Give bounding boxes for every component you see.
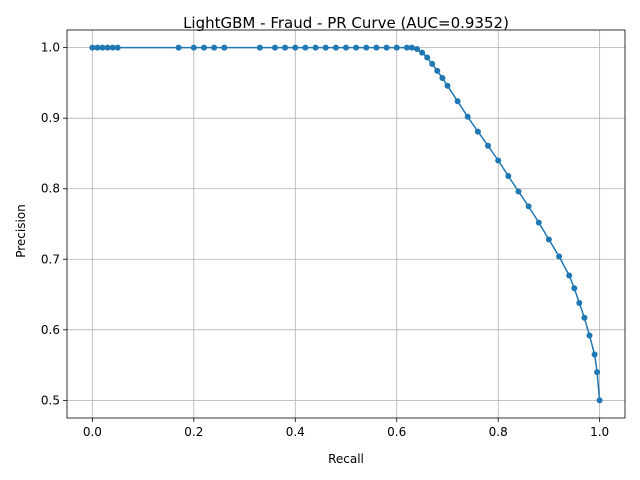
data-point xyxy=(424,54,431,61)
data-point xyxy=(99,44,106,51)
data-point xyxy=(525,203,532,210)
data-point xyxy=(556,253,563,260)
data-point xyxy=(312,44,319,51)
data-point xyxy=(515,188,522,195)
data-point xyxy=(89,44,96,51)
data-point xyxy=(439,75,446,81)
data-point xyxy=(175,44,182,51)
data-point xyxy=(292,44,299,51)
data-point xyxy=(576,300,583,306)
data-point xyxy=(393,44,400,51)
data-point xyxy=(454,98,461,105)
data-point xyxy=(114,44,121,51)
data-point xyxy=(566,272,573,279)
data-point xyxy=(485,142,491,149)
x-tick-label: 0.2 xyxy=(184,425,203,439)
data-point xyxy=(353,44,360,51)
data-point xyxy=(403,44,410,51)
data-point xyxy=(594,369,601,376)
data-point xyxy=(190,44,197,51)
data-point xyxy=(104,44,111,51)
data-point xyxy=(596,397,603,404)
data-point xyxy=(221,44,228,51)
data-point xyxy=(414,46,420,52)
data-point xyxy=(591,351,598,358)
y-tick-label: 1.0 xyxy=(41,41,60,55)
data-point xyxy=(94,44,101,51)
data-point xyxy=(343,44,349,51)
data-point xyxy=(211,44,218,51)
y-tick-label: 0.8 xyxy=(41,182,60,196)
x-tick-label: 0.6 xyxy=(387,425,406,439)
plot-frame xyxy=(66,29,626,419)
data-point xyxy=(581,314,588,321)
data-point xyxy=(495,157,502,164)
data-point xyxy=(434,67,441,74)
series-layer xyxy=(89,44,603,404)
data-point xyxy=(201,44,207,51)
y-tick-label: 0.7 xyxy=(41,252,60,266)
y-axis-label: Precision xyxy=(14,204,28,258)
data-point xyxy=(444,82,451,89)
data-point xyxy=(464,113,471,120)
ticks: 0.0 0.2 0.4 0.6 0.8 1.0 0.5 0.6 0.7 0.8 0.9 1.0 xyxy=(41,41,609,439)
y-tick-label: 0.6 xyxy=(41,323,60,337)
data-point xyxy=(429,60,436,67)
y-tick-label: 0.9 xyxy=(41,111,60,125)
data-point xyxy=(586,332,593,339)
data-point xyxy=(571,285,578,292)
data-point xyxy=(322,44,329,51)
x-tick-label: 1.0 xyxy=(590,425,609,439)
data-point xyxy=(373,44,380,51)
chart-title: LightGBM - Fraud - PR Curve (AUC=0.9352) xyxy=(183,14,509,32)
y-tick-label: 0.5 xyxy=(41,393,60,407)
data-point xyxy=(474,128,481,135)
x-axis-label: Recall xyxy=(328,452,364,466)
data-point xyxy=(535,219,542,226)
data-point xyxy=(545,236,552,243)
data-point xyxy=(272,44,278,51)
data-point xyxy=(505,173,512,179)
x-tick-label: 0.4 xyxy=(286,425,305,439)
data-point xyxy=(332,44,339,51)
data-point xyxy=(256,44,263,51)
data-point xyxy=(383,44,390,51)
data-point xyxy=(408,44,415,51)
data-point xyxy=(302,44,309,51)
data-point xyxy=(282,44,289,51)
x-tick-label: 0.0 xyxy=(83,425,102,439)
data-point xyxy=(419,49,426,56)
data-point xyxy=(109,44,116,51)
data-point xyxy=(363,44,370,51)
x-tick-label: 0.8 xyxy=(489,425,508,439)
